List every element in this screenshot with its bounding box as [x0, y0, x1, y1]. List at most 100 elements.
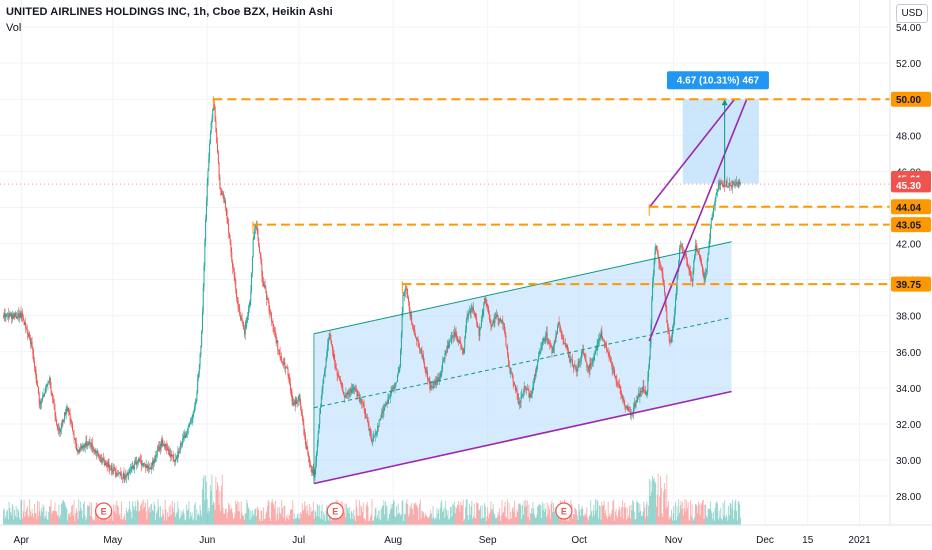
volume-bar — [670, 517, 672, 525]
volume-bar — [508, 502, 510, 525]
currency-button[interactable]: USD — [896, 4, 928, 23]
candle-body — [535, 371, 537, 376]
volume-bar — [153, 501, 155, 525]
candle-body — [349, 392, 351, 393]
candle-body — [488, 306, 490, 314]
volume-bar — [554, 507, 556, 525]
candle-body — [381, 412, 383, 414]
candle-body — [564, 342, 566, 347]
volume-bar — [557, 510, 559, 525]
candle-body — [489, 319, 491, 320]
volume-bar — [502, 513, 504, 525]
volume-bar — [19, 519, 21, 525]
candle-body — [300, 402, 302, 410]
candle-body — [506, 345, 508, 347]
volume-bar — [487, 507, 489, 525]
volume-bar — [662, 516, 664, 525]
candle-body — [633, 407, 635, 414]
volume-bar — [212, 504, 214, 525]
volume-bar — [535, 517, 537, 525]
volume-bar — [446, 509, 447, 525]
volume-bar — [506, 517, 508, 525]
volume-bar — [666, 474, 668, 525]
candle-body — [473, 310, 475, 313]
candle-body — [17, 313, 19, 317]
candle-body — [100, 460, 102, 463]
volume-bar — [297, 513, 298, 525]
price-tick-label: 30.00 — [896, 456, 921, 467]
volume-bar — [163, 514, 165, 525]
volume-bar — [438, 509, 440, 525]
volume-bar — [719, 517, 721, 525]
measure-label: 4.67 (10.31%) 467 — [677, 76, 760, 87]
volume-bar — [226, 518, 228, 525]
volume-bar — [440, 502, 442, 525]
volume-bar — [495, 518, 497, 525]
volume-bar — [411, 508, 413, 525]
candle-body — [736, 181, 738, 183]
candle-body — [127, 472, 129, 475]
candle-body — [323, 371, 325, 377]
volume-bar — [357, 515, 359, 525]
volume-bar — [335, 519, 336, 525]
candle-body — [110, 469, 112, 470]
candle-body — [609, 355, 611, 360]
candle-body — [606, 350, 608, 352]
volume-bar — [339, 514, 340, 525]
candle-body — [640, 391, 642, 393]
candle-body — [399, 367, 401, 371]
candle-body — [588, 369, 590, 372]
volume-bar — [451, 516, 453, 525]
candle-body — [106, 466, 108, 468]
candle-body — [502, 320, 504, 325]
volume-bar — [231, 507, 233, 525]
candle-body — [664, 292, 666, 302]
candle-body — [79, 448, 81, 453]
volume-bar — [647, 516, 649, 525]
candle-body — [87, 443, 89, 446]
volume-bar — [116, 500, 118, 525]
volume-bar — [376, 518, 378, 525]
candle-body — [310, 466, 312, 467]
volume-bar — [238, 501, 240, 525]
candle-body — [449, 341, 451, 343]
candle-body — [688, 266, 690, 272]
candle-body — [229, 238, 231, 244]
candle-body — [101, 460, 103, 463]
candle-body — [215, 121, 217, 133]
volume-bar — [725, 514, 727, 525]
volume-bar — [279, 512, 281, 525]
candle-body — [93, 448, 95, 452]
volume-bar — [630, 504, 632, 525]
candle-body — [513, 381, 515, 386]
candle-body — [701, 262, 703, 266]
current-price-tag-bg — [891, 177, 931, 193]
candle-body — [572, 359, 574, 366]
volume-bar — [190, 516, 192, 525]
candle-body — [320, 406, 322, 414]
chart-title: UNITED AIRLINES HOLDINGS INC, 1h, Cboe B… — [6, 6, 333, 18]
volume-bar — [140, 505, 142, 525]
candle-body — [235, 279, 237, 290]
candle-body — [247, 307, 249, 316]
candle-body — [18, 314, 20, 318]
candle-body — [376, 430, 378, 433]
volume-bar — [660, 476, 661, 525]
volume-bar — [370, 514, 372, 525]
candle-body — [702, 265, 704, 272]
candle-body — [318, 423, 320, 433]
volume-bar — [604, 513, 606, 525]
candle-body — [353, 386, 355, 389]
candle-body — [39, 402, 41, 405]
volume-bar — [209, 485, 211, 525]
volume-bar — [258, 510, 260, 525]
volume-bar — [399, 512, 401, 525]
volume-bar — [663, 483, 665, 525]
candle-body — [575, 366, 577, 370]
volume-bar — [712, 519, 714, 525]
candle-body — [717, 183, 719, 191]
volume-bar — [516, 509, 518, 525]
candle-body — [77, 449, 79, 452]
candle-body — [241, 317, 243, 321]
